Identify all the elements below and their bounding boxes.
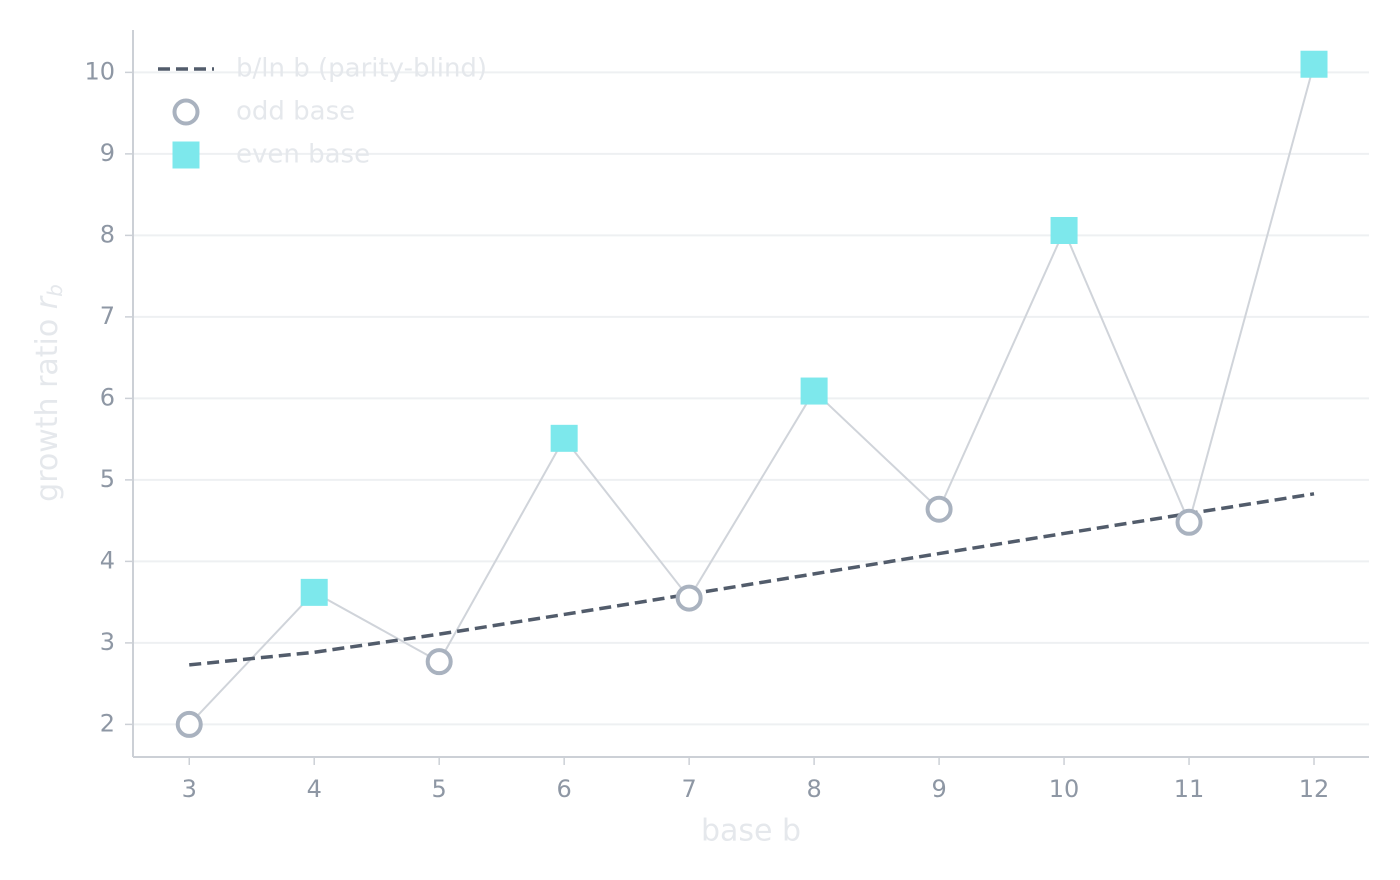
connector xyxy=(813,390,940,510)
odd-point xyxy=(925,495,953,523)
odd-point xyxy=(175,710,203,738)
odd-point xyxy=(425,648,453,676)
x-tick-label: 11 xyxy=(1174,775,1205,803)
x-tick-label: 7 xyxy=(681,775,696,803)
legend-marker xyxy=(172,141,200,169)
even-point xyxy=(1300,50,1328,78)
y-tick-label: 9 xyxy=(100,139,115,167)
legend-label: odd base xyxy=(236,97,355,127)
x-tick-label: 3 xyxy=(182,775,197,803)
x-tick-label: 6 xyxy=(557,775,572,803)
even-point xyxy=(1050,216,1078,244)
even-point xyxy=(300,578,328,606)
y-axis-label: growth ratio rb xyxy=(30,284,67,502)
y-tick-label: 5 xyxy=(100,465,115,493)
connector xyxy=(688,390,815,599)
x-tick-label: 9 xyxy=(931,775,946,803)
legend-label: b/ln b (parity-blind) xyxy=(236,54,487,84)
x-tick-label: 10 xyxy=(1049,775,1080,803)
x-tick-label: 4 xyxy=(307,775,322,803)
connector xyxy=(938,230,1065,510)
y-tick-label: 8 xyxy=(100,220,115,248)
y-tick-label: 10 xyxy=(84,57,115,85)
x-tick-label: 8 xyxy=(806,775,821,803)
x-tick-label: 5 xyxy=(432,775,447,803)
connector xyxy=(438,437,566,663)
odd-point xyxy=(1175,508,1203,536)
even-point xyxy=(550,424,578,452)
odd-point xyxy=(675,584,703,612)
trend-line xyxy=(189,492,1315,667)
y-axis-label-symbol: r xyxy=(30,295,65,309)
connector xyxy=(1063,230,1190,523)
connector xyxy=(1188,63,1315,523)
x-axis-label: base b xyxy=(701,814,801,849)
even-point xyxy=(800,377,828,405)
y-axis-label-subscript: b xyxy=(43,284,67,297)
connector xyxy=(313,591,440,663)
legend-label: even base xyxy=(236,140,370,170)
y-tick-label: 6 xyxy=(100,383,115,411)
y-tick-label: 4 xyxy=(100,546,115,574)
y-axis-label-text: growth ratio xyxy=(30,309,65,502)
connector xyxy=(563,437,690,599)
y-tick-label: 2 xyxy=(100,709,115,737)
y-tick-label: 3 xyxy=(100,628,115,656)
x-tick-label: 12 xyxy=(1299,775,1330,803)
y-tick-label: 7 xyxy=(100,302,115,330)
legend-marker xyxy=(172,98,200,126)
